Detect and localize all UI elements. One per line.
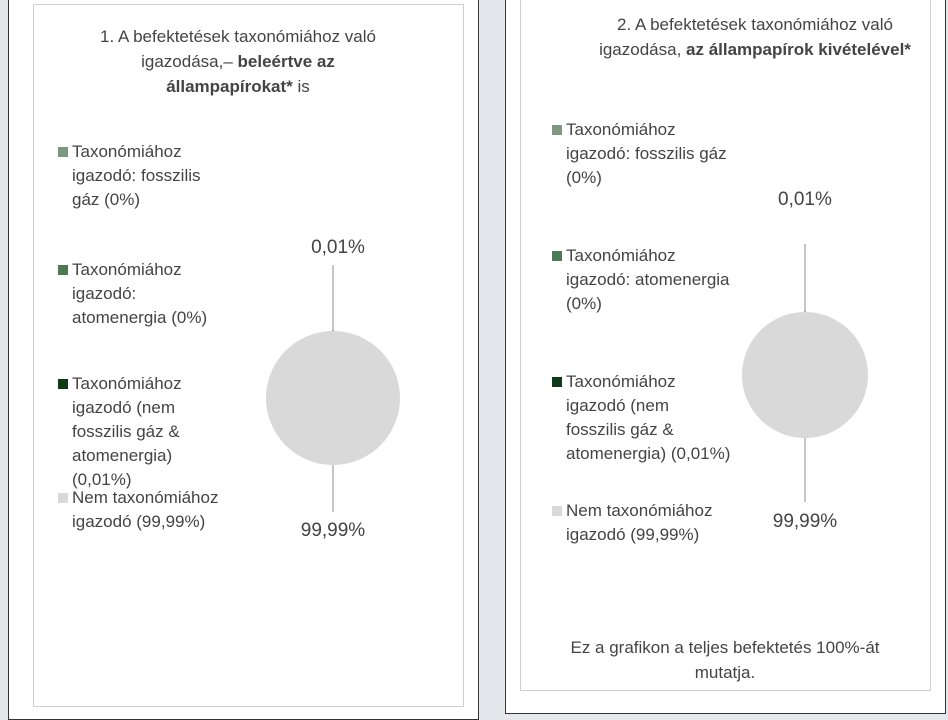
data-label: 0,01%: [778, 185, 828, 215]
legend-swatch: [552, 125, 562, 135]
pie-slice: [742, 312, 868, 438]
legend-label: Nem taxonómiához igazodó (99,99%): [72, 486, 227, 534]
legend-label: Taxonómiához igazodó: fosszilis gáz (0%): [72, 140, 227, 212]
data-label: 0,01%: [293, 233, 383, 263]
legend-label: Taxonómiához igazodó (nem fosszilis gáz …: [72, 372, 227, 492]
legend-swatch: [552, 377, 562, 387]
pie-slice: [266, 331, 400, 465]
legend-swatch: [58, 379, 68, 389]
legend-swatch: [58, 493, 68, 503]
data-label: 99,99%: [283, 516, 383, 546]
data-label: 99,99%: [755, 507, 855, 537]
legend-swatch: [552, 506, 562, 516]
legend-label: Taxonómiához igazodó: atomenergia (0%): [566, 244, 731, 316]
legend-swatch: [58, 265, 68, 275]
legend-label: Taxonómiához igazodó (nem fosszilis gáz …: [566, 370, 731, 466]
legend-swatch: [58, 147, 68, 157]
legend-label: Taxonómiához igazodó: atomenergia (0%): [72, 258, 227, 330]
legend-label: Taxonómiához igazodó: fosszilis gáz (0%): [566, 118, 731, 190]
legend-swatch: [552, 251, 562, 261]
legend-label: Nem taxonómiához igazodó (99,99%): [566, 499, 731, 547]
